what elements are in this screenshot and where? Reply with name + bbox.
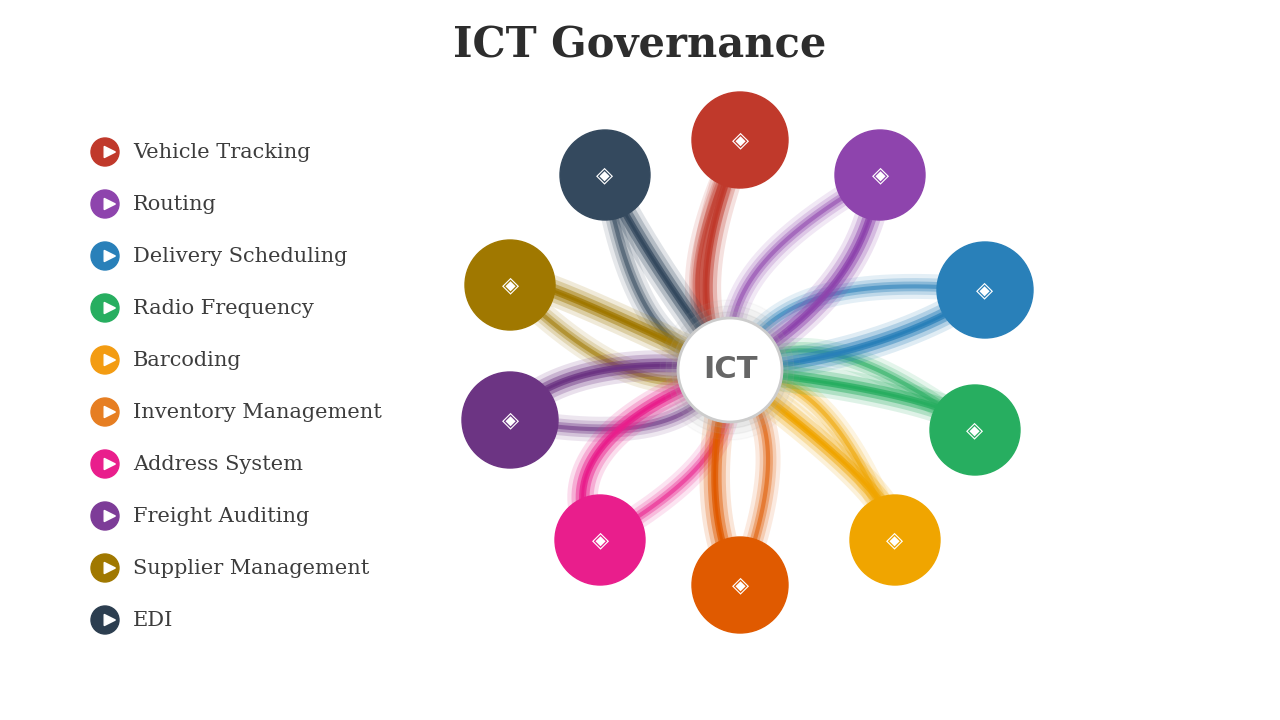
Text: Vehicle Tracking: Vehicle Tracking [133, 143, 311, 161]
Text: Routing: Routing [133, 194, 216, 214]
Text: EDI: EDI [133, 611, 173, 629]
Text: Delivery Scheduling: Delivery Scheduling [133, 246, 347, 266]
Text: ◈: ◈ [887, 530, 904, 550]
Circle shape [692, 92, 788, 188]
Polygon shape [104, 406, 115, 418]
Polygon shape [104, 614, 115, 626]
Circle shape [937, 242, 1033, 338]
Circle shape [666, 306, 794, 434]
Text: ◈: ◈ [596, 165, 613, 185]
Polygon shape [104, 354, 115, 366]
Text: ◈: ◈ [872, 165, 888, 185]
Circle shape [465, 240, 556, 330]
Circle shape [556, 495, 645, 585]
Circle shape [660, 300, 800, 440]
Circle shape [91, 398, 119, 426]
Polygon shape [104, 562, 115, 574]
Text: ◈: ◈ [966, 420, 983, 440]
Text: Inventory Management: Inventory Management [133, 402, 381, 421]
Text: Radio Frequency: Radio Frequency [133, 299, 314, 318]
Circle shape [931, 385, 1020, 475]
Circle shape [91, 502, 119, 530]
Text: ◈: ◈ [977, 280, 993, 300]
Circle shape [678, 318, 782, 422]
Circle shape [692, 537, 788, 633]
Text: ◈: ◈ [731, 575, 749, 595]
Text: ICT: ICT [703, 356, 758, 384]
Text: ◈: ◈ [502, 275, 518, 295]
Polygon shape [104, 146, 115, 158]
Circle shape [462, 372, 558, 468]
Polygon shape [104, 302, 115, 314]
Text: ◈: ◈ [591, 530, 608, 550]
Polygon shape [104, 251, 115, 261]
Polygon shape [104, 510, 115, 521]
Text: ◈: ◈ [502, 410, 518, 430]
Circle shape [91, 346, 119, 374]
Text: Freight Auditing: Freight Auditing [133, 506, 310, 526]
Circle shape [91, 190, 119, 218]
Text: ◈: ◈ [731, 130, 749, 150]
Text: Address System: Address System [133, 454, 303, 474]
Circle shape [91, 554, 119, 582]
Circle shape [91, 138, 119, 166]
Circle shape [850, 495, 940, 585]
Circle shape [91, 242, 119, 270]
Text: Supplier Management: Supplier Management [133, 559, 370, 577]
Polygon shape [104, 199, 115, 210]
Circle shape [672, 312, 788, 428]
Text: Barcoding: Barcoding [133, 351, 242, 369]
Circle shape [835, 130, 925, 220]
Text: ICT Governance: ICT Governance [453, 24, 827, 66]
Circle shape [91, 606, 119, 634]
Circle shape [91, 294, 119, 322]
Circle shape [91, 450, 119, 478]
Polygon shape [104, 459, 115, 469]
Circle shape [561, 130, 650, 220]
